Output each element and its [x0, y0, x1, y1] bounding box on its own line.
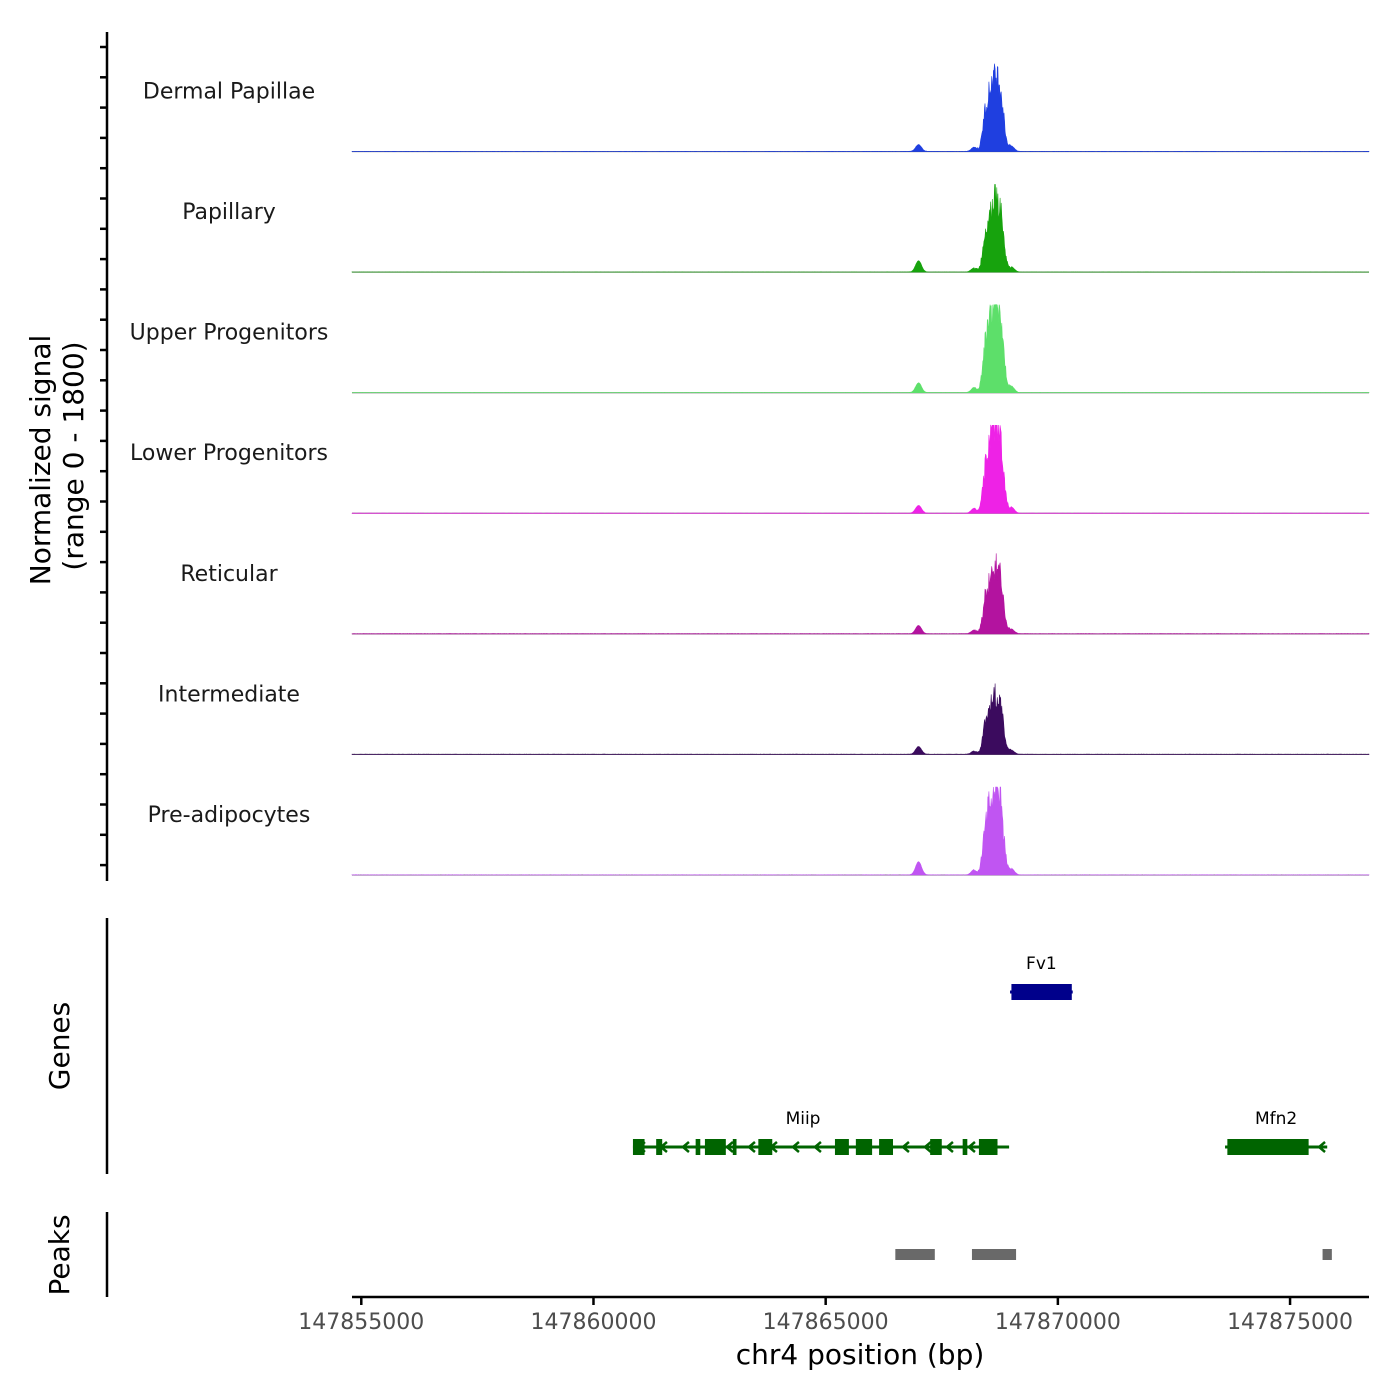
peaks-track-label: Peaks	[43, 1214, 76, 1295]
genes-track-label: Genes	[43, 1002, 76, 1090]
peaks-track	[895, 1249, 1332, 1260]
strand-arrow	[812, 1141, 822, 1153]
strand-arrow	[724, 1141, 734, 1153]
x-axis-ticks: 147855000 147860000 147865000 147870000 1478…	[298, 1297, 1353, 1335]
track-label: Upper Progenitors	[130, 321, 329, 346]
x-tick-label: 147870000	[995, 1310, 1121, 1335]
exon	[879, 1139, 894, 1155]
gene-label: Mfn2	[1255, 1109, 1297, 1129]
track-papillary: Papillary	[182, 184, 1370, 273]
genes-track: Fv1 Miip Mfn2	[632, 954, 1328, 1155]
exon	[855, 1139, 873, 1155]
strand-arrow	[944, 1141, 954, 1153]
peak-region	[895, 1249, 935, 1260]
track-label: Pre-adipocytes	[148, 803, 311, 828]
track-intermediate: Intermediate	[158, 682, 1370, 755]
track-label: Reticular	[180, 562, 278, 587]
strand-arrow	[790, 1141, 800, 1153]
strand-arrow	[680, 1141, 690, 1153]
exon	[704, 1139, 726, 1155]
gene-label: Miip	[786, 1109, 821, 1129]
x-tick-label: 147865000	[763, 1310, 889, 1335]
track-label: Intermediate	[158, 682, 300, 707]
gene-fv1: Fv1	[1010, 954, 1073, 1000]
track-lower-progenitors: Lower Progenitors	[130, 424, 1370, 514]
peak-region	[1322, 1249, 1332, 1260]
track-pre-adipocytes: Pre-adipocytes	[148, 786, 1370, 876]
coverage-y-ticks	[100, 45, 107, 867]
exon	[1011, 984, 1072, 1000]
strand-arrow	[746, 1141, 756, 1153]
track-label: Papillary	[182, 200, 276, 225]
signal-area	[351, 304, 1370, 394]
x-tick-label: 147855000	[298, 1310, 424, 1335]
track-reticular: Reticular	[180, 553, 1370, 635]
strand-arrow	[922, 1141, 932, 1153]
exon	[834, 1139, 849, 1155]
exon	[695, 1139, 701, 1155]
exon	[962, 1139, 968, 1155]
exon	[930, 1139, 942, 1155]
track-dermal-papillae: Dermal Papillae	[143, 63, 1370, 153]
strand-arrow	[900, 1141, 910, 1153]
signal-area	[351, 683, 1370, 755]
signal-area	[351, 63, 1370, 152]
strand-arrow	[966, 1141, 976, 1153]
gene-label: Fv1	[1026, 954, 1057, 974]
strand-arrow	[1317, 1141, 1326, 1153]
exon	[732, 1139, 737, 1155]
y-axis-title-line2: (range 0 - 1800)	[57, 341, 90, 570]
coverage-track: Dermal Papillae Papillary Upper Progenitor…	[130, 63, 1370, 876]
signal-area	[351, 553, 1370, 635]
signal-area	[351, 786, 1370, 876]
signal-area	[351, 424, 1370, 514]
gene-miip: Miip	[632, 1109, 1010, 1155]
track-upper-progenitors: Upper Progenitors	[130, 304, 1370, 394]
exon	[978, 1139, 998, 1155]
exon	[632, 1139, 645, 1155]
x-tick-label: 147875000	[1227, 1310, 1353, 1335]
track-label: Dermal Papillae	[143, 80, 315, 105]
y-axis-title-line1: Normalized signal	[24, 335, 57, 586]
signal-area	[351, 184, 1370, 273]
track-label: Lower Progenitors	[130, 441, 328, 466]
peak-region	[971, 1249, 1017, 1260]
x-tick-label: 147860000	[530, 1310, 656, 1335]
x-axis-title: chr4 position (bp)	[736, 1338, 985, 1371]
exon	[656, 1139, 663, 1155]
exon	[758, 1139, 773, 1155]
gene-mfn2: Mfn2	[1225, 1109, 1328, 1155]
exon	[1227, 1139, 1309, 1155]
